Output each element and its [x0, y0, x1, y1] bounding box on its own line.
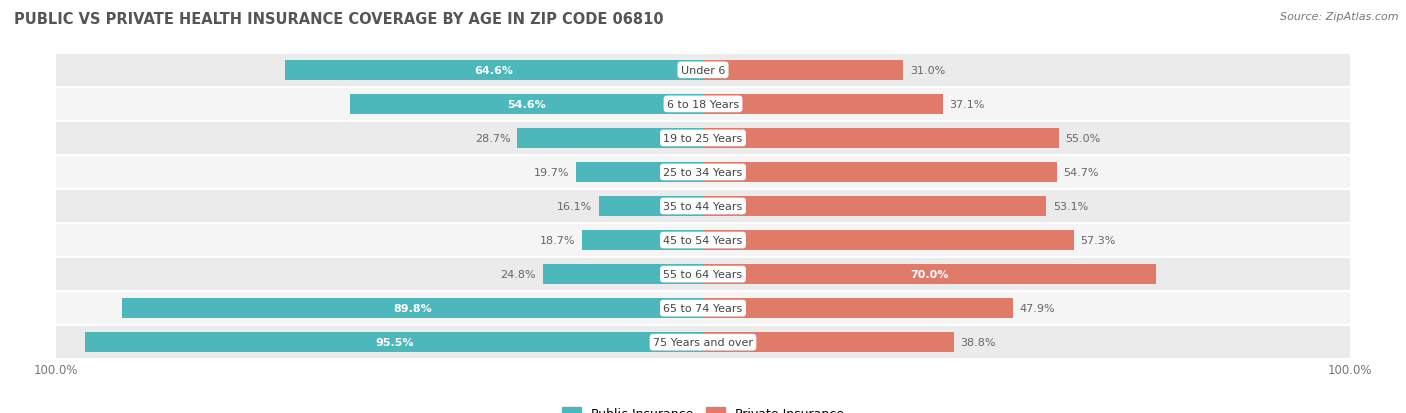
- Bar: [285, 60, 703, 81]
- Bar: [703, 264, 1156, 285]
- Bar: [582, 230, 703, 251]
- Bar: [56, 257, 1350, 292]
- Text: 25 to 34 Years: 25 to 34 Years: [664, 168, 742, 178]
- Bar: [703, 298, 1012, 318]
- Text: 6 to 18 Years: 6 to 18 Years: [666, 100, 740, 109]
- Bar: [56, 325, 1350, 359]
- Bar: [350, 95, 703, 115]
- Bar: [703, 196, 1046, 217]
- Text: 37.1%: 37.1%: [949, 100, 984, 109]
- Text: 70.0%: 70.0%: [910, 269, 949, 280]
- Text: 57.3%: 57.3%: [1080, 235, 1115, 245]
- Bar: [56, 223, 1350, 257]
- Text: 35 to 44 Years: 35 to 44 Years: [664, 202, 742, 211]
- Text: Source: ZipAtlas.com: Source: ZipAtlas.com: [1281, 12, 1399, 22]
- Bar: [543, 264, 703, 285]
- Bar: [703, 332, 953, 353]
- Bar: [122, 298, 703, 318]
- Text: 53.1%: 53.1%: [1053, 202, 1088, 211]
- Bar: [703, 95, 943, 115]
- Text: 95.5%: 95.5%: [375, 337, 413, 347]
- Bar: [575, 162, 703, 183]
- Text: 55.0%: 55.0%: [1066, 133, 1101, 144]
- Bar: [703, 230, 1074, 251]
- Text: 64.6%: 64.6%: [475, 66, 513, 76]
- Bar: [56, 292, 1350, 325]
- Text: 55 to 64 Years: 55 to 64 Years: [664, 269, 742, 280]
- Text: 65 to 74 Years: 65 to 74 Years: [664, 304, 742, 313]
- Text: 19.7%: 19.7%: [534, 168, 569, 178]
- Text: Under 6: Under 6: [681, 66, 725, 76]
- Bar: [56, 121, 1350, 156]
- Legend: Public Insurance, Private Insurance: Public Insurance, Private Insurance: [562, 407, 844, 413]
- Text: 54.7%: 54.7%: [1063, 168, 1098, 178]
- Text: 28.7%: 28.7%: [475, 133, 510, 144]
- Text: 19 to 25 Years: 19 to 25 Years: [664, 133, 742, 144]
- Bar: [86, 332, 703, 353]
- Text: 16.1%: 16.1%: [557, 202, 592, 211]
- Bar: [56, 156, 1350, 190]
- Text: 54.6%: 54.6%: [508, 100, 546, 109]
- Bar: [56, 54, 1350, 88]
- Bar: [703, 162, 1057, 183]
- Text: PUBLIC VS PRIVATE HEALTH INSURANCE COVERAGE BY AGE IN ZIP CODE 06810: PUBLIC VS PRIVATE HEALTH INSURANCE COVER…: [14, 12, 664, 27]
- Bar: [56, 88, 1350, 121]
- Text: 18.7%: 18.7%: [540, 235, 575, 245]
- Text: 31.0%: 31.0%: [910, 66, 945, 76]
- Text: 24.8%: 24.8%: [501, 269, 536, 280]
- Bar: [56, 190, 1350, 223]
- Text: 89.8%: 89.8%: [394, 304, 432, 313]
- Bar: [517, 128, 703, 149]
- Text: 75 Years and over: 75 Years and over: [652, 337, 754, 347]
- Text: 38.8%: 38.8%: [960, 337, 995, 347]
- Bar: [703, 60, 904, 81]
- Bar: [599, 196, 703, 217]
- Text: 47.9%: 47.9%: [1019, 304, 1054, 313]
- Text: 45 to 54 Years: 45 to 54 Years: [664, 235, 742, 245]
- Bar: [703, 128, 1059, 149]
